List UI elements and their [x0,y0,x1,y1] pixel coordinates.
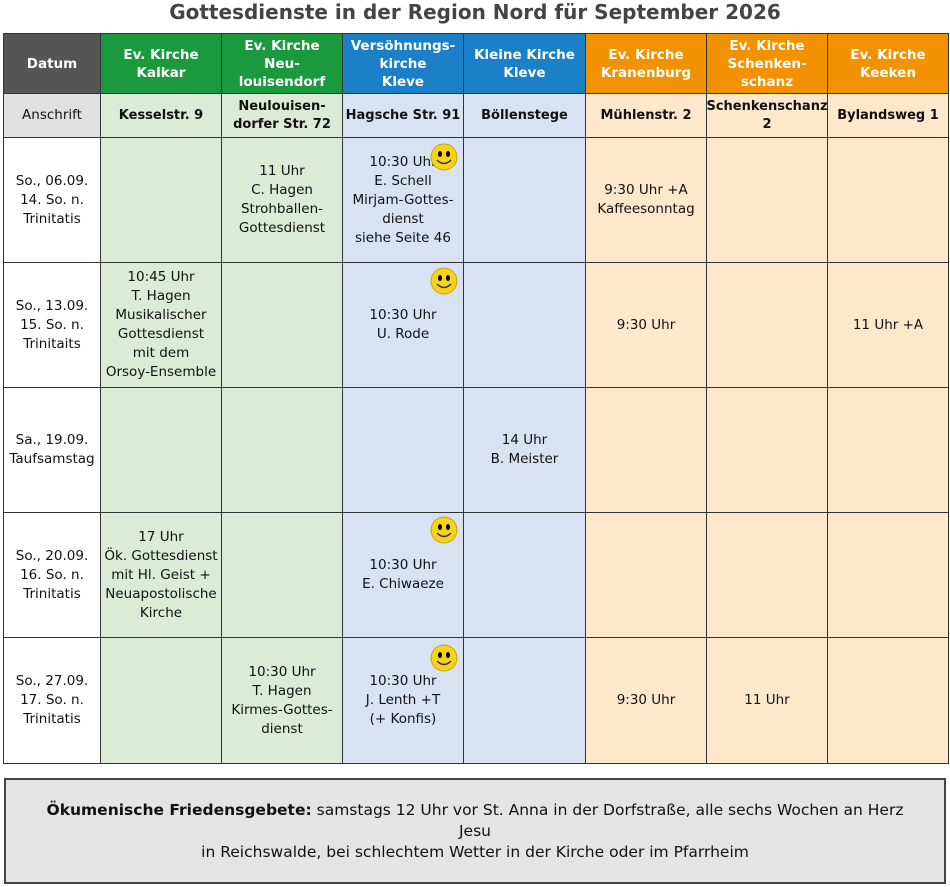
column-header: Ev. Kirche Kranenburg [585,33,707,94]
service-cell: 9:30 Uhr [585,262,707,388]
service-cell [463,637,586,764]
service-cell [706,512,828,638]
service-cell [463,512,586,638]
service-cell: 10:30 Uhr T. Hagen Kirmes-Gottes- dienst [221,637,343,764]
column-header: Versöhnungs- kirche Kleve [342,33,464,94]
service-cell [100,387,222,513]
footer-note: Ökumenische Friedensgebete: samstags 12 … [4,778,946,884]
smiley-icon [430,267,458,295]
column-header: Ev. Kirche Schenken- schanz [706,33,828,94]
service-cell [827,637,949,764]
address-cell: Mühlenstr. 2 [585,93,707,138]
smiley-icon [430,644,458,672]
date-cell: So., 06.09. 14. So. n. Trinitatis [3,137,101,263]
service-cell [463,262,586,388]
service-cell [221,512,343,638]
service-cell [100,137,222,263]
column-header: Kleine Kirche Kleve [463,33,586,94]
service-cell: 10:30 Uhr U. Rode [342,262,464,388]
service-cell: 11 Uhr +A [827,262,949,388]
service-cell: 9:30 Uhr [585,637,707,764]
service-cell [706,387,828,513]
smiley-icon [430,143,458,171]
date-cell: Sa., 19.09. Taufsamstag [3,387,101,513]
service-cell: 10:30 Uhr E. Schell Mirjam-Gottes- diens… [342,137,464,263]
service-cell [463,137,586,263]
page-title: Gottesdienste in der Region Nord für Sep… [169,0,781,24]
date-cell: So., 13.09. 15. So. n. Trinitaits [3,262,101,388]
service-cell [706,137,828,263]
service-cell: 10:45 Uhr T. Hagen Musikalischer Gottesd… [100,262,222,388]
column-header: Ev. Kirche Keeken [827,33,949,94]
service-cell [585,512,707,638]
service-cell: 17 Uhr Ök. Gottesdienst mit Hl. Geist + … [100,512,222,638]
address-cell: Böllenstege [463,93,586,138]
address-cell: Kesselstr. 9 [100,93,222,138]
column-header: Ev. Kirche Neu- louisendorf [221,33,343,94]
service-cell: 11 Uhr C. Hagen Strohballen- Gottesdiens… [221,137,343,263]
address-cell: Anschrift [3,93,101,138]
footer-label: Ökumenische Friedensgebete: [46,800,312,819]
service-cell [706,262,828,388]
footer-text: samstags 12 Uhr vor St. Anna in der Dorf… [201,800,904,861]
column-header: Ev. Kirche Kalkar [100,33,222,94]
service-cell: 9:30 Uhr +A Kaffeesonntag [585,137,707,263]
service-cell [585,387,707,513]
date-cell: So., 27.09. 17. So. n. Trinitatis [3,637,101,764]
address-cell: Bylandsweg 1 [827,93,949,138]
column-header: Datum [3,33,101,94]
date-cell: So., 20.09. 16. So. n. Trinitatis [3,512,101,638]
service-cell: 14 Uhr B. Meister [463,387,586,513]
address-cell: Schenkenschanz 2 [706,93,828,138]
service-cell [342,387,464,513]
service-cell [221,387,343,513]
smiley-icon [430,516,458,544]
address-cell: Neulouisen- dorfer Str. 72 [221,93,343,138]
service-cell [100,637,222,764]
service-cell [827,512,949,638]
service-cell [221,262,343,388]
address-cell: Hagsche Str. 91 [342,93,464,138]
service-cell [827,387,949,513]
service-cell: 11 Uhr [706,637,828,764]
service-cell [827,137,949,263]
